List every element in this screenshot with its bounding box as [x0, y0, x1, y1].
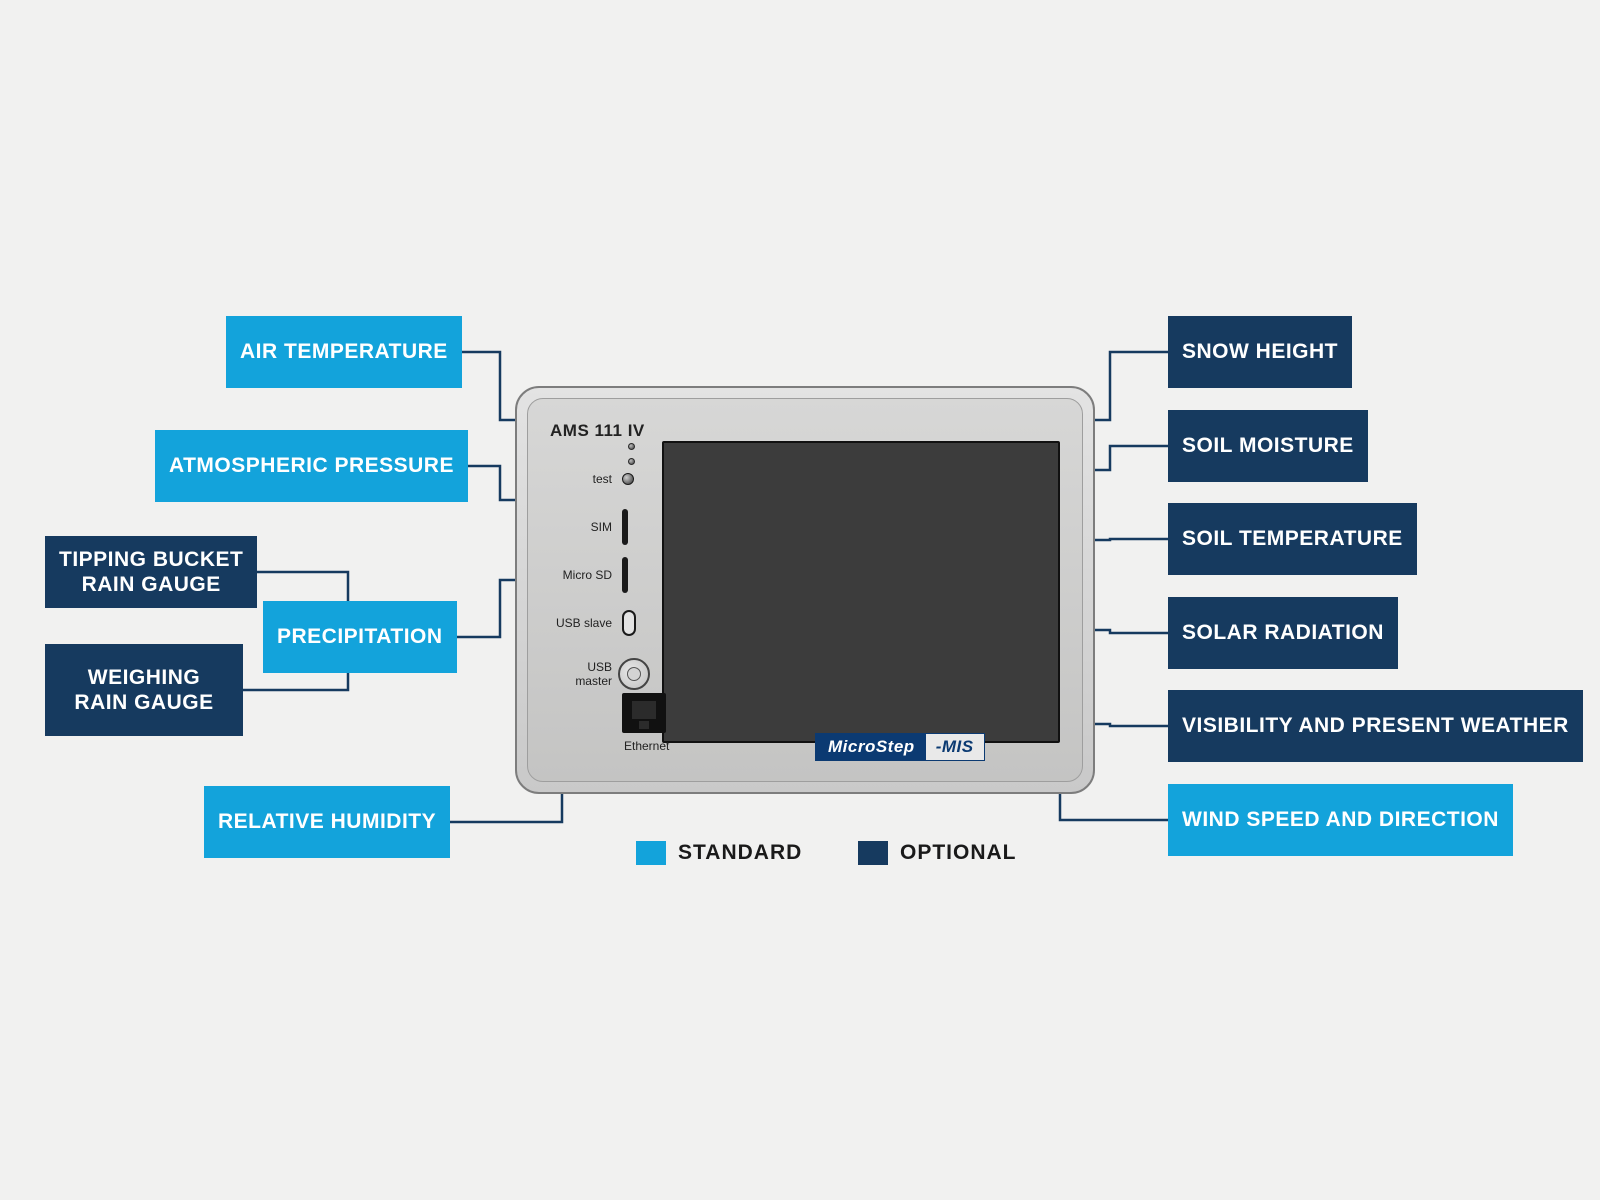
device-title: AMS 111 IV: [550, 421, 645, 441]
legend-label: OPTIONAL: [900, 841, 1017, 865]
port-test: test: [550, 457, 670, 501]
sensor-box-label: VISIBILITY AND PRESENT WEATHER: [1182, 714, 1569, 738]
port-label: USB slave: [550, 616, 612, 630]
device-port-column: test SIM Micro SD USB slave: [550, 457, 670, 703]
legend-label: STANDARD: [678, 841, 802, 865]
port-label: USB master: [550, 660, 612, 688]
led-icon: [628, 443, 635, 450]
port-sim: SIM: [550, 505, 670, 549]
microsd-slot-icon: [622, 557, 628, 593]
sensor-box-relative-humidity: RELATIVE HUMIDITY: [204, 786, 450, 858]
sensor-box-precipitation: PRECIPITATION: [263, 601, 457, 673]
legend-standard: STANDARD: [636, 841, 802, 865]
sensor-box-label: AIR TEMPERATURE: [240, 340, 448, 364]
test-button-icon: [622, 473, 634, 485]
port-microsd: Micro SD: [550, 553, 670, 597]
device-face: AMS 111 IV test SIM Micr: [527, 398, 1083, 782]
sensor-box-snow-height: SNOW HEIGHT: [1168, 316, 1352, 388]
sensor-box-label: SOIL TEMPERATURE: [1182, 527, 1403, 551]
sensor-box-label: SOLAR RADIATION: [1182, 621, 1384, 645]
sensor-box-weighing-rain: WEIGHINGRAIN GAUGE: [45, 644, 243, 736]
legend-optional: OPTIONAL: [858, 841, 1017, 865]
sim-slot-icon: [622, 509, 628, 545]
port-usb-slave: USB slave: [550, 601, 670, 645]
sensor-box-label: WEIGHINGRAIN GAUGE: [74, 665, 213, 715]
sensor-box-soil-moisture: SOIL MOISTURE: [1168, 410, 1368, 482]
sensor-box-visibility: VISIBILITY AND PRESENT WEATHER: [1168, 690, 1583, 762]
sensor-box-label: WIND SPEED AND DIRECTION: [1182, 808, 1499, 832]
port-usb-master: USB master: [550, 649, 670, 699]
sensor-box-label: ATMOSPHERIC PRESSURE: [169, 454, 454, 478]
sensor-box-label: RELATIVE HUMIDITY: [218, 810, 436, 834]
sensor-box-air-temperature: AIR TEMPERATURE: [226, 316, 462, 388]
device-brand: MicroStep -MIS: [815, 733, 985, 761]
usb-master-icon: [618, 658, 650, 690]
sensor-box-label: PRECIPITATION: [277, 625, 443, 649]
port-label: SIM: [550, 520, 612, 534]
sensor-box-label: TIPPING BUCKETRAIN GAUGE: [59, 547, 243, 597]
device-screen: [662, 441, 1060, 743]
port-ethernet: [622, 693, 666, 733]
device: AMS 111 IV test SIM Micr: [515, 386, 1095, 794]
diagram-stage: AMS 111 IV test SIM Micr: [0, 0, 1600, 1200]
ethernet-port-icon: [622, 693, 666, 733]
sensor-box-tipping-bucket: TIPPING BUCKETRAIN GAUGE: [45, 536, 257, 608]
sensor-box-atmospheric-pressure: ATMOSPHERIC PRESSURE: [155, 430, 468, 502]
brand-part-2: -MIS: [926, 733, 985, 761]
sensor-box-label: SNOW HEIGHT: [1182, 340, 1338, 364]
usb-slave-icon: [622, 610, 636, 636]
sensor-box-label: SOIL MOISTURE: [1182, 434, 1354, 458]
port-label: Micro SD: [550, 568, 612, 582]
legend-swatch-standard: [636, 841, 666, 865]
sensor-box-solar-radiation: SOLAR RADIATION: [1168, 597, 1398, 669]
port-label: Ethernet: [624, 739, 669, 753]
brand-part-1: MicroStep: [815, 733, 926, 761]
sensor-box-soil-temperature: SOIL TEMPERATURE: [1168, 503, 1417, 575]
sensor-box-wind: WIND SPEED AND DIRECTION: [1168, 784, 1513, 856]
legend-swatch-optional: [858, 841, 888, 865]
port-label: test: [550, 472, 612, 486]
